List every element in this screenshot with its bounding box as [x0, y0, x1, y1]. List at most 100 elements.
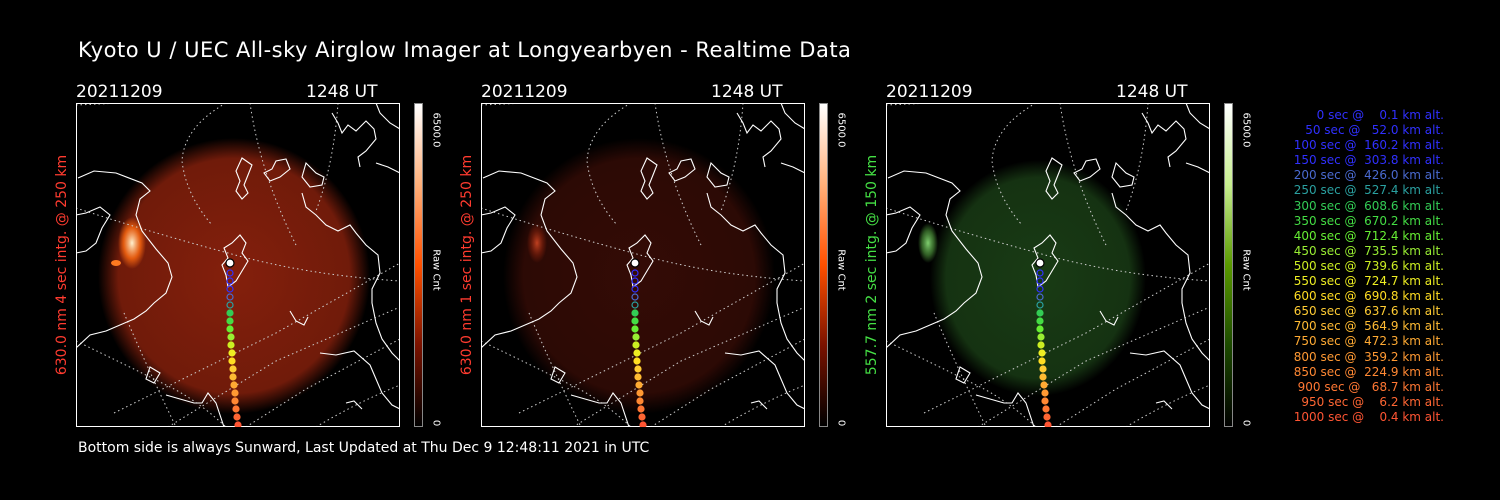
trajectory-point: [631, 293, 639, 301]
coastline: [319, 350, 400, 410]
panel-ylabel: 630.0 nm 1 sec intg. @ 250 km: [455, 80, 479, 432]
trajectory-point: [234, 421, 242, 427]
trajectory-point: [1036, 325, 1044, 333]
coastline: [706, 192, 805, 362]
trajectory-point: [231, 397, 239, 405]
coastline: [706, 161, 730, 188]
colorbar-max: 6500.0: [430, 112, 442, 148]
trajectory-point: [631, 269, 639, 277]
coastline: [76, 206, 111, 254]
coastline: [1111, 161, 1135, 188]
airglow-disc: [503, 138, 775, 414]
trajectory-point: [229, 365, 237, 373]
legend-row: 200 sec @ 426.0 km alt.: [1289, 168, 1444, 183]
trajectory-point: [1036, 285, 1044, 293]
graticule-line: [481, 340, 632, 427]
trajectory-point: [1042, 405, 1050, 413]
trajectory-point: [1036, 293, 1044, 301]
trajectory-point: [1038, 349, 1046, 357]
coastline: [1031, 234, 1059, 288]
coastline: [481, 206, 516, 254]
legend-row: 750 sec @ 472.3 km alt.: [1289, 334, 1444, 349]
graticule-line: [1125, 384, 1210, 427]
coastline: [1141, 112, 1187, 168]
graticule-line: [886, 207, 1210, 282]
aurora-hotspot: [118, 217, 146, 269]
trajectory-point: [631, 325, 639, 333]
trajectory-point: [1037, 341, 1045, 349]
trajectory-point: [636, 397, 644, 405]
trajectory-point: [228, 357, 236, 365]
panel-ylabel-text: 630.0 nm 1 sec intg. @ 250 km: [459, 154, 475, 376]
trajectory-point: [232, 405, 240, 413]
trajectory-legend: 0 sec @ 0.1 km alt. 50 sec @ 52.0 km alt…: [1262, 108, 1444, 425]
trajectory-point: [632, 333, 640, 341]
coastline: [886, 170, 983, 349]
trajectory-point: [229, 373, 237, 381]
trajectory-point: [631, 317, 639, 325]
graticule-line: [528, 312, 582, 427]
trajectory-point: [226, 301, 234, 309]
graticule-line: [481, 207, 805, 282]
trajectory-point: [638, 413, 646, 421]
graticule-line: [1059, 103, 1107, 246]
colorbar-max: 6500.0: [1240, 112, 1252, 148]
page-title: Kyoto U / UEC All-sky Airglow Imager at …: [78, 38, 852, 62]
graticule-line: [113, 262, 400, 414]
trajectory-point: [230, 381, 238, 389]
coastline: [640, 157, 658, 200]
trajectory-point: [632, 341, 640, 349]
graticule-line: [518, 262, 805, 414]
legend-row: 250 sec @ 527.4 km alt.: [1289, 183, 1444, 198]
trajectory-point: [633, 349, 641, 357]
image-panel-630-1s: 20211209 1248 UT 630.0 nm 1 sec intg. @ …: [455, 80, 847, 432]
coastline: [481, 170, 578, 349]
coastline: [1185, 103, 1210, 130]
legend-row: 450 sec @ 735.5 km alt.: [1289, 243, 1444, 258]
coastline: [750, 400, 768, 410]
graticule-line: [654, 103, 702, 246]
coastline: [76, 170, 173, 349]
graticule-line: [650, 338, 805, 427]
graticule-line: [123, 312, 177, 427]
coastline: [1045, 157, 1063, 200]
trajectory-point: [1041, 389, 1049, 397]
trajectory-point: [1038, 357, 1046, 365]
trajectory-point: [226, 269, 234, 277]
legend-row: 650 sec @ 637.6 km alt.: [1289, 304, 1444, 319]
coastline: [1111, 192, 1210, 362]
trajectory-point: [634, 365, 642, 373]
trajectory-point: [630, 258, 640, 268]
graticule-line: [720, 103, 744, 212]
panel-ylabel: 630.0 nm 4 sec intg. @ 250 km: [50, 80, 74, 432]
trajectory-point: [1040, 381, 1048, 389]
airglow-disc: [930, 160, 1146, 396]
legend-row: 0 sec @ 0.1 km alt.: [1305, 108, 1444, 122]
trajectory-point: [1043, 413, 1051, 421]
colorbar-min: 0: [430, 419, 442, 427]
colorbar-max: 6500.0: [835, 112, 847, 148]
legend-row: 600 sec @ 690.8 km alt.: [1289, 289, 1444, 304]
trajectory-point: [226, 317, 234, 325]
legend-row: 300 sec @ 608.6 km alt.: [1289, 198, 1444, 213]
panel-ylabel: 557.7 nm 2 sec intg. @ 150 km: [860, 80, 884, 432]
legend-row: 950 sec @ 6.2 km alt.: [1297, 394, 1444, 409]
image-panel-630-4s: 20211209 1248 UT 630.0 nm 4 sec intg. @ …: [50, 80, 442, 432]
graticule-line: [76, 340, 227, 427]
allsky-map: [76, 103, 400, 427]
trajectory-point: [1036, 269, 1044, 277]
colorbar-unit: Raw Cnt: [835, 249, 847, 291]
trajectory-point: [631, 277, 639, 285]
coastline: [1073, 158, 1101, 182]
airglow-disc: [98, 138, 370, 414]
panel-date: 20211209: [886, 82, 973, 102]
trajectory-point: [1036, 317, 1044, 325]
trajectory-point: [1035, 258, 1045, 268]
coastline: [736, 112, 782, 168]
trajectory-point: [1041, 397, 1049, 405]
coastline: [331, 112, 377, 168]
legend-row: 700 sec @ 564.9 km alt.: [1289, 319, 1444, 334]
legend-row: 500 sec @ 739.6 km alt.: [1289, 258, 1444, 273]
legend-row: 100 sec @ 160.2 km alt.: [1289, 138, 1444, 153]
graticule-line: [245, 338, 400, 427]
